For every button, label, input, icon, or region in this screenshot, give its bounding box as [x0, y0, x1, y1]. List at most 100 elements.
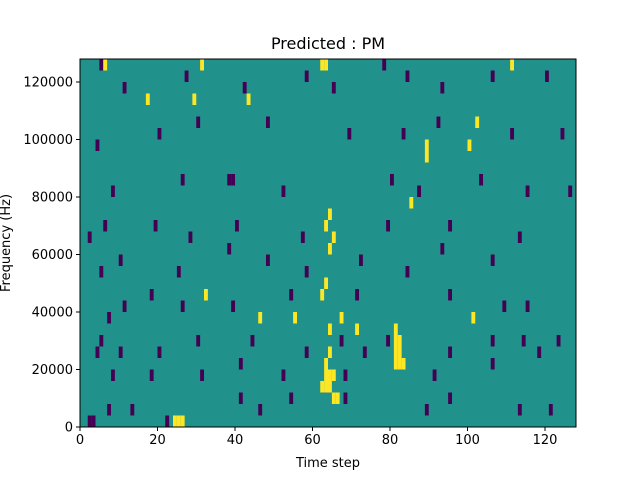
heatmap-cell-high — [328, 243, 332, 255]
heatmap-cell-high — [324, 220, 329, 232]
heatmap-cell-high — [397, 346, 402, 358]
x-axis-label: Time step — [295, 456, 360, 471]
y-axis-label: Frequency (Hz) — [0, 194, 14, 292]
heatmap-cell-low — [568, 185, 573, 197]
x-tick-label: 40 — [227, 433, 244, 448]
heatmap-cell-low — [490, 70, 495, 82]
heatmap-cell-low — [304, 266, 309, 278]
heatmap-cell-low — [517, 404, 522, 416]
heatmap-cell-low — [405, 70, 410, 82]
heatmap-cell-high — [393, 358, 398, 370]
x-tick-label: 80 — [382, 433, 399, 448]
heatmap-cell-low — [537, 346, 542, 358]
heatmap-cell-low — [107, 404, 112, 416]
heatmap-cell-low — [165, 415, 170, 427]
x-tick-label: 100 — [455, 433, 480, 448]
heatmap-cell-low — [200, 369, 205, 381]
heatmap-cell-low — [517, 231, 522, 243]
heatmap-cell-low — [401, 128, 406, 140]
heatmap-cell-low — [289, 289, 294, 301]
heatmap-cell-low — [107, 312, 112, 324]
x-tick-label: 0 — [76, 433, 84, 448]
heatmap-cell-low — [448, 346, 453, 358]
heatmap-cell-high — [331, 369, 336, 381]
heatmap-cell-low — [556, 335, 561, 347]
heatmap-cell-low — [99, 266, 104, 278]
y-tick-label: 0 — [65, 421, 73, 436]
heatmap-cell-low — [235, 220, 239, 232]
heatmap-cell-low — [238, 358, 243, 370]
heatmap-cell-high — [324, 369, 329, 381]
heatmap-cell-low — [196, 116, 201, 128]
heatmap-cell-high — [204, 289, 208, 301]
heatmap-cell-high — [328, 208, 332, 220]
heatmap-cell-low — [339, 335, 344, 347]
heatmap-cell-low — [560, 128, 565, 140]
heatmap-cell-low — [281, 369, 286, 381]
heatmap-cell-low — [149, 289, 154, 301]
heatmap-cell-high — [258, 312, 263, 324]
axes: 0 20 40 60 80 100 120 0 20000 40000 60000 80000 1000… — [23, 58, 577, 448]
y-tick-label: 100000 — [23, 133, 73, 148]
plot-frame — [79, 58, 577, 428]
heatmap-cell-high — [355, 323, 360, 335]
y-tick-label: 80000 — [32, 191, 73, 206]
heatmap-cell-low — [525, 185, 530, 197]
heatmap-cell-high — [324, 59, 329, 71]
heatmap-cell-low — [502, 300, 507, 312]
heatmap-cell-low — [440, 243, 445, 255]
heatmap-cell-high — [331, 231, 336, 243]
heatmap-cell-high — [180, 415, 185, 427]
heatmap-cell-high — [328, 381, 332, 393]
x-tick-label: 120 — [533, 433, 558, 448]
heatmap-cell-high — [424, 139, 429, 151]
heatmap-cell-low — [266, 116, 270, 128]
heatmap-cell-high — [397, 358, 402, 370]
heatmap-cell-low — [95, 346, 100, 358]
heatmap-cell-high — [467, 139, 472, 151]
heatmap-cell-high — [339, 312, 344, 324]
heatmap-cell-high — [145, 93, 150, 105]
heatmap-cell-low — [490, 358, 495, 370]
heatmap-cell-low — [331, 82, 336, 94]
heatmap-cell-high — [320, 381, 325, 393]
heatmap-cell-high — [393, 335, 398, 347]
heatmap-cell-low — [176, 266, 181, 278]
heatmap-cell-high — [328, 323, 332, 335]
heatmap-cell-low — [440, 82, 445, 94]
heatmap-cell-low — [300, 231, 305, 243]
y-tick-label: 120000 — [23, 76, 73, 91]
heatmap-cell-high — [320, 59, 325, 71]
heatmap-cell-low — [347, 128, 352, 140]
heatmap-cell-high — [328, 369, 332, 381]
heatmap-cell-high — [328, 346, 332, 358]
heatmap-cell-high — [471, 312, 476, 324]
heatmap-cell-high — [246, 93, 251, 105]
heatmap-cell-low — [525, 300, 530, 312]
y-tick-label: 60000 — [32, 248, 73, 263]
heatmap-cell-low — [343, 392, 348, 404]
heatmap-cell-low — [184, 70, 189, 82]
heatmap-cell-high — [324, 358, 329, 370]
heatmap-cell-high — [401, 358, 406, 370]
heatmap-cell-low — [289, 392, 294, 404]
heatmap-cell-low — [382, 59, 387, 71]
heatmap-cell-high — [393, 346, 398, 358]
heatmap-cell-high — [324, 381, 329, 393]
heatmap-cell-low — [436, 116, 441, 128]
heatmap-cell-low — [91, 415, 96, 427]
heatmap-cell-high — [331, 392, 336, 404]
heatmap-cell-low — [386, 335, 391, 347]
heatmap-cell-low — [250, 335, 255, 347]
heatmap-cell-low — [87, 231, 92, 243]
heatmap-cell-low — [99, 335, 104, 347]
heatmap-cell-high — [176, 415, 181, 427]
plot-area — [80, 59, 576, 427]
heatmap-cell-low — [99, 59, 104, 71]
heatmap-cell-high — [200, 59, 205, 71]
heatmap-cell-high — [293, 312, 298, 324]
heatmap-cell-low — [227, 174, 232, 186]
heatmap-cell-low — [448, 289, 453, 301]
heatmap-cell-low — [196, 335, 201, 347]
heatmap-cell-high — [397, 335, 402, 347]
